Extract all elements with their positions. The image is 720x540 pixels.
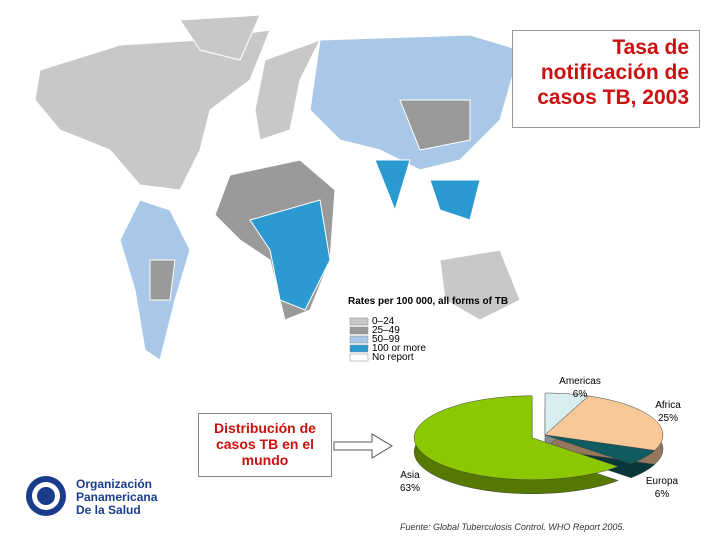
legend-title: Rates per 100 000, all forms of TB xyxy=(348,296,508,307)
legend-label: 25–49 xyxy=(372,325,400,336)
pie-value-label: 63% xyxy=(400,483,420,494)
callout: Distribución de casos TB en el mundo xyxy=(198,413,332,477)
legend-label: 100 or more xyxy=(372,343,426,354)
pie-value-label: 25% xyxy=(658,413,678,424)
map-legend: Rates per 100 000, all forms of TB 0–2425… xyxy=(348,296,508,363)
pie-label: Africa xyxy=(655,400,681,411)
legend-label: No report xyxy=(372,352,414,363)
callout-arrow xyxy=(333,433,393,459)
pie-label: Americas xyxy=(559,376,601,387)
pie-slice xyxy=(544,434,656,465)
pie-slice xyxy=(413,395,619,481)
pie-label: Asia xyxy=(400,470,420,481)
org-line: Organización xyxy=(76,477,153,491)
legend-swatch xyxy=(349,353,369,362)
legend-label: 0–24 xyxy=(372,316,395,327)
source: Fuente: Global Tuberculosis Control. WHO… xyxy=(400,522,625,532)
legend-swatch xyxy=(349,326,369,335)
pie-slice xyxy=(544,395,664,451)
legend-label: 50–99 xyxy=(372,334,400,345)
title: Tasa de notificación de casos TB, 2003 xyxy=(512,30,700,128)
legend-swatch xyxy=(349,335,369,344)
pie-value-label: 6% xyxy=(655,489,670,500)
pie-value-label: 6% xyxy=(573,389,588,400)
org-logo xyxy=(26,476,66,516)
org-line: De la Salud xyxy=(76,503,141,518)
organization: Organización Panamericana De la Salud xyxy=(76,477,158,518)
legend-swatch xyxy=(349,317,369,326)
pie: Americas 6% Africa 25% Europa 6% Asia 63% xyxy=(400,376,681,500)
pie-label: Europa xyxy=(646,476,679,487)
org-line: Panamericana xyxy=(76,490,158,505)
legend-swatch xyxy=(349,344,369,353)
world-map xyxy=(34,14,521,361)
